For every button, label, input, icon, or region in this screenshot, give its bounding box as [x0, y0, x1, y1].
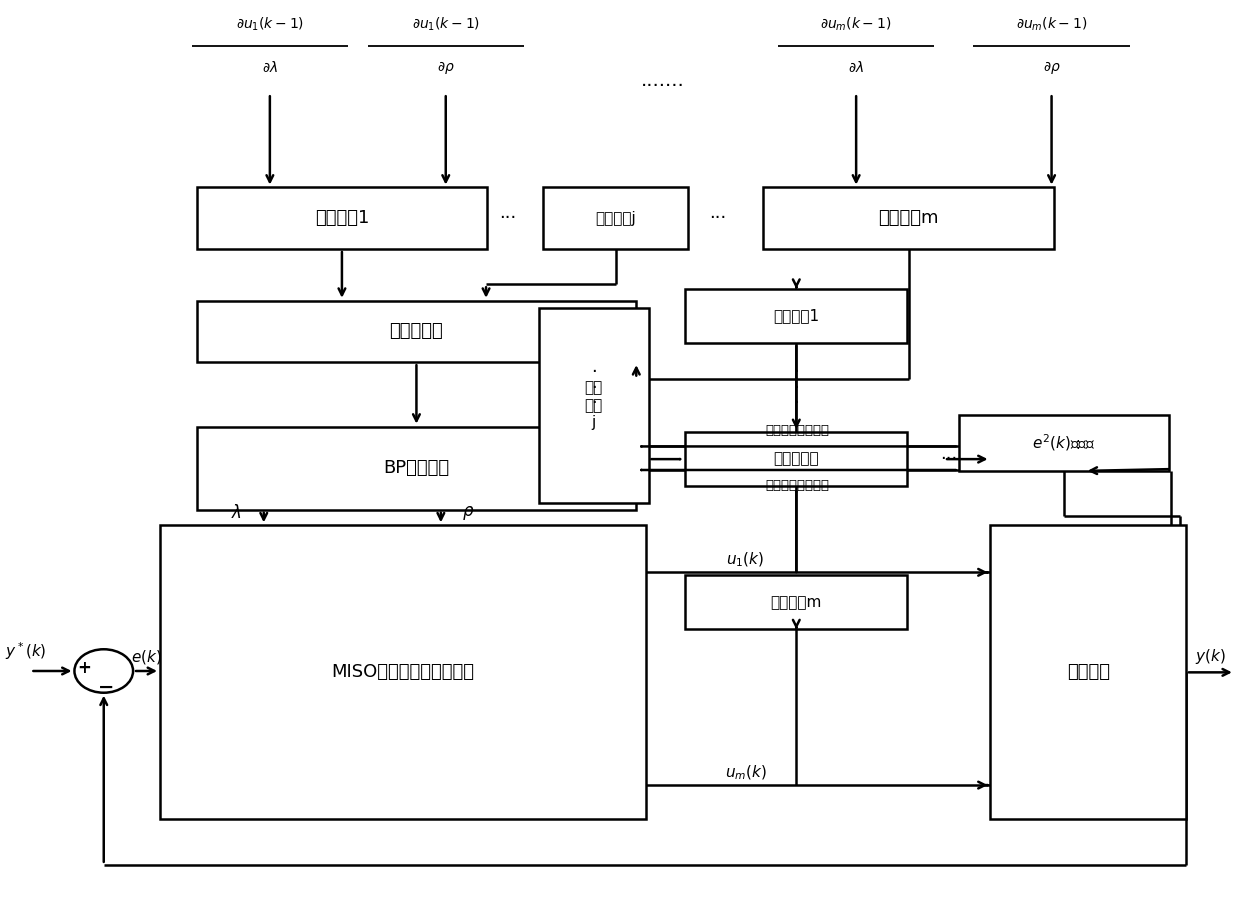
Text: ·
·
·: · · · — [794, 363, 799, 412]
Text: $\lambda$: $\lambda$ — [232, 504, 242, 522]
Text: +: + — [77, 660, 92, 677]
Bar — [991, 526, 1185, 820]
Text: 偏导信息1: 偏导信息1 — [315, 210, 370, 227]
Bar — [160, 526, 646, 820]
Text: MISO紧格式无模型控制器: MISO紧格式无模型控制器 — [331, 663, 475, 681]
Text: $\partial \lambda$: $\partial \lambda$ — [262, 60, 278, 76]
Text: $e(k)$: $e(k)$ — [131, 648, 162, 666]
Text: $\partial u_1(k-1)$: $\partial u_1(k-1)$ — [412, 15, 480, 33]
Text: 梯度信息集: 梯度信息集 — [774, 452, 820, 466]
Text: $y(k)$: $y(k)$ — [1195, 647, 1225, 666]
Bar — [686, 575, 908, 630]
Bar — [764, 188, 1054, 249]
Text: ···: ··· — [500, 210, 517, 227]
Text: $u_1(k)$: $u_1(k)$ — [727, 550, 765, 568]
Text: $\partial \lambda$: $\partial \lambda$ — [848, 60, 864, 76]
Text: $u_m(k)$: $u_m(k)$ — [724, 763, 766, 782]
Text: $y^*(k)$: $y^*(k)$ — [5, 640, 46, 662]
Bar — [197, 301, 636, 363]
Text: ·······: ······· — [641, 77, 684, 96]
Text: $\partial u_m(k-1)$: $\partial u_m(k-1)$ — [821, 15, 892, 33]
Bar — [197, 426, 636, 510]
Text: 偏导信息集: 偏导信息集 — [389, 322, 444, 341]
Text: 梯度信息1: 梯度信息1 — [774, 309, 820, 323]
Text: 更新输出层权系数: 更新输出层权系数 — [765, 479, 830, 492]
Text: 更新隐含层权系数: 更新隐含层权系数 — [765, 425, 830, 437]
Text: $\partial \rho$: $\partial \rho$ — [1043, 59, 1060, 77]
Text: 梯度
信息
j: 梯度 信息 j — [584, 381, 603, 430]
Text: 偏导信息m: 偏导信息m — [878, 210, 939, 227]
Text: $\rho$: $\rho$ — [461, 504, 474, 522]
Text: 梯度信息m: 梯度信息m — [770, 595, 822, 609]
Text: $\partial u_m(k-1)$: $\partial u_m(k-1)$ — [1016, 15, 1087, 33]
Bar — [197, 188, 487, 249]
Text: −: − — [98, 678, 114, 697]
Text: ·
·
·: · · · — [590, 363, 596, 412]
Circle shape — [74, 650, 133, 692]
Text: $e^2(k)$最小化: $e^2(k)$最小化 — [1032, 433, 1095, 453]
Text: ···: ··· — [709, 210, 727, 227]
Bar — [959, 415, 1169, 471]
Bar — [686, 289, 908, 343]
Text: BP神经网络: BP神经网络 — [383, 459, 449, 477]
Text: $\partial \rho$: $\partial \rho$ — [436, 59, 455, 77]
Bar — [543, 188, 688, 249]
Bar — [538, 308, 649, 503]
Text: 偏导信息j: 偏导信息j — [595, 210, 636, 226]
Text: $\partial u_1(k-1)$: $\partial u_1(k-1)$ — [236, 15, 304, 33]
Text: ···: ··· — [940, 450, 957, 468]
Bar — [686, 432, 908, 486]
Text: 被控对象: 被控对象 — [1066, 663, 1110, 681]
